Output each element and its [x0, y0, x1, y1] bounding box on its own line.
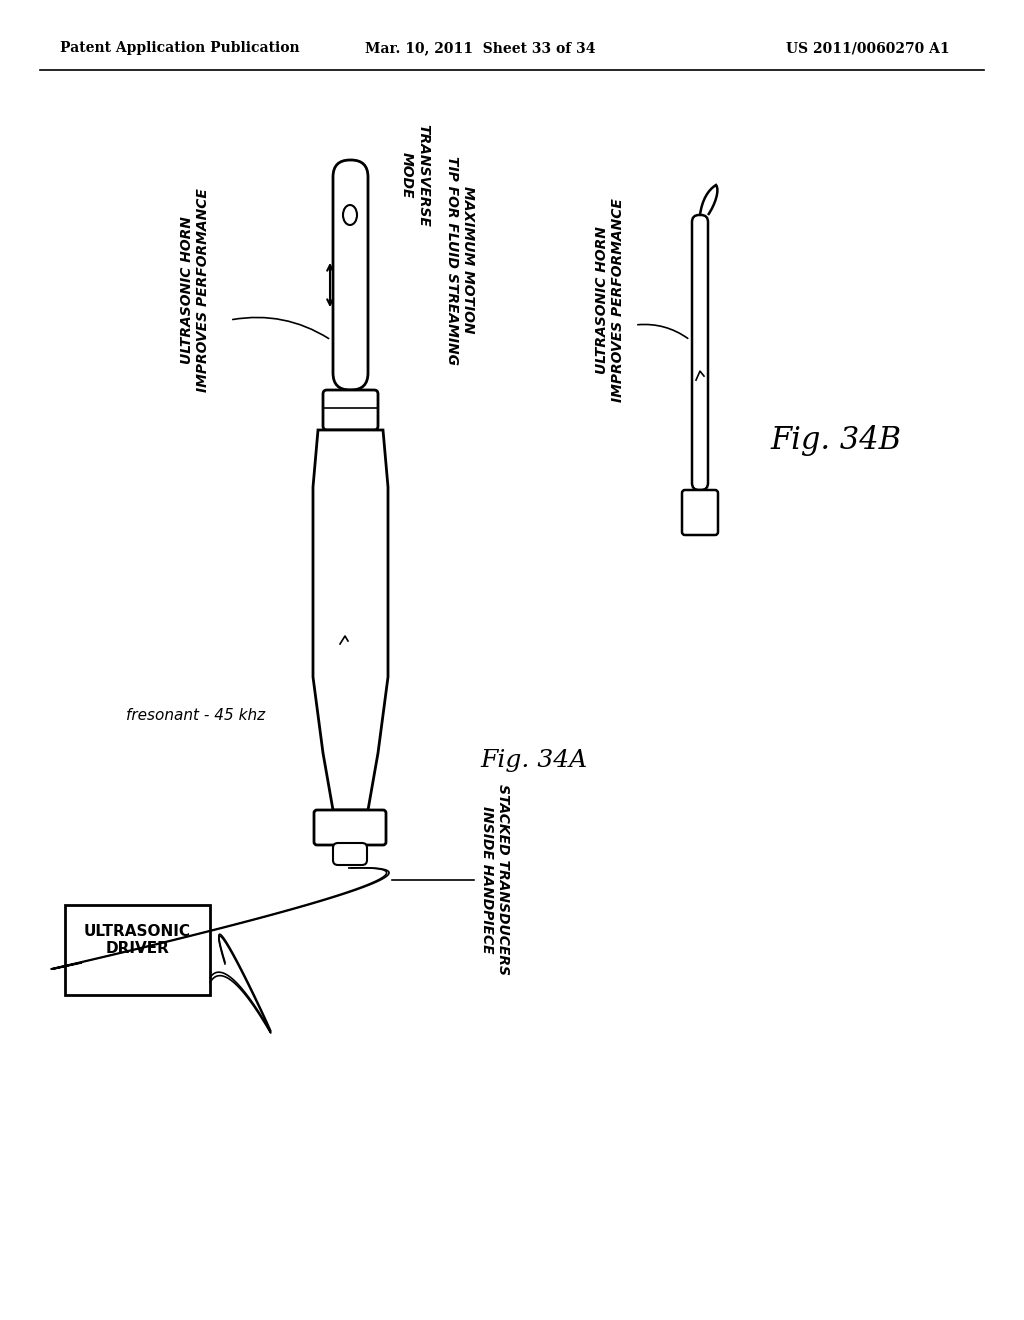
- Text: fresonant - 45 khz: fresonant - 45 khz: [126, 708, 265, 722]
- Ellipse shape: [343, 205, 357, 224]
- Text: MAXIMUM MOTION
TIP FOR FLUID STREAMING: MAXIMUM MOTION TIP FOR FLUID STREAMING: [445, 156, 475, 364]
- Text: US 2011/0060270 A1: US 2011/0060270 A1: [786, 41, 950, 55]
- Text: Fig. 34A: Fig. 34A: [480, 748, 587, 771]
- FancyBboxPatch shape: [333, 843, 367, 865]
- Polygon shape: [313, 430, 388, 810]
- FancyBboxPatch shape: [333, 160, 368, 389]
- Text: Fig. 34B: Fig. 34B: [770, 425, 901, 455]
- Text: ULTRASONIC HORN
IMPROVES PERFORMANCE: ULTRASONIC HORN IMPROVES PERFORMANCE: [180, 187, 210, 392]
- FancyBboxPatch shape: [682, 490, 718, 535]
- FancyBboxPatch shape: [692, 215, 708, 490]
- Bar: [65, 906, 210, 995]
- Text: STACKED TRANSDUCERS
INSIDE HANDPIECE: STACKED TRANSDUCERS INSIDE HANDPIECE: [480, 784, 510, 975]
- Text: TRANSVERSE
MODE: TRANSVERSE MODE: [400, 124, 430, 227]
- Text: ULTRASONIC HORN
IMPROVES PERFORMANCE: ULTRASONIC HORN IMPROVES PERFORMANCE: [595, 198, 625, 401]
- Text: Patent Application Publication: Patent Application Publication: [60, 41, 300, 55]
- FancyBboxPatch shape: [314, 810, 386, 845]
- Text: Mar. 10, 2011  Sheet 33 of 34: Mar. 10, 2011 Sheet 33 of 34: [365, 41, 595, 55]
- Text: ULTRASONIC
DRIVER: ULTRASONIC DRIVER: [84, 924, 191, 956]
- FancyBboxPatch shape: [323, 389, 378, 430]
